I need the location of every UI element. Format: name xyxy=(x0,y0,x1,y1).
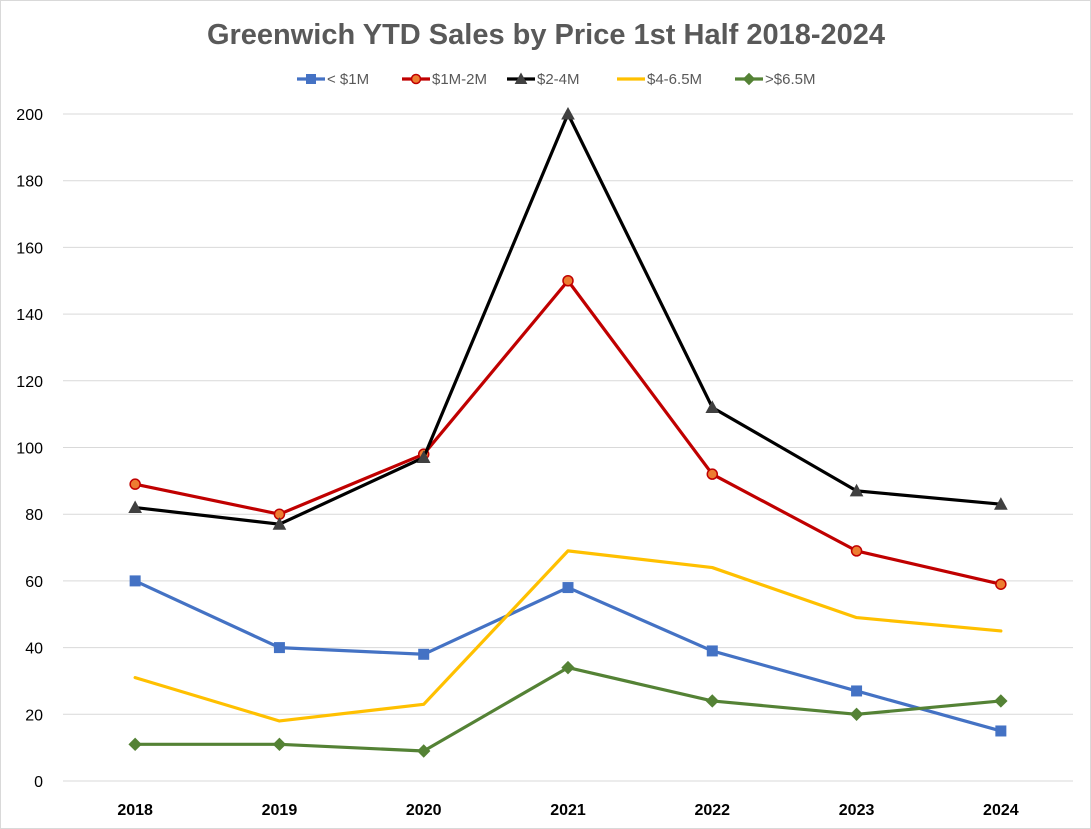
data-point-marker xyxy=(561,106,575,120)
data-point-marker xyxy=(417,744,431,758)
series-group xyxy=(128,660,1008,758)
data-point-marker xyxy=(410,73,422,85)
data-point-marker xyxy=(129,575,141,587)
x-tick-label: 2021 xyxy=(550,802,586,819)
x-tick-label: 2024 xyxy=(983,802,1019,819)
x-tick-label: 2023 xyxy=(839,802,875,819)
series-group xyxy=(128,106,1008,530)
x-tick-label: 2022 xyxy=(694,802,730,819)
data-point-marker xyxy=(994,694,1008,708)
gridlines xyxy=(63,113,1073,782)
data-point-marker xyxy=(849,483,864,497)
series-line xyxy=(133,549,1003,723)
y-tick-label: 200 xyxy=(16,107,43,124)
chart-title: Greenwich YTD Sales by Price 1st Half 20… xyxy=(207,19,885,51)
data-point-marker xyxy=(705,400,720,413)
series-line xyxy=(133,279,1003,586)
series-line xyxy=(133,579,1003,733)
data-point-marker xyxy=(273,642,285,654)
data-point-marker xyxy=(995,725,1007,737)
data-point-marker xyxy=(849,707,864,722)
data-point-marker xyxy=(994,497,1008,510)
y-tick-label: 20 xyxy=(25,707,43,724)
legend-label: < $1M xyxy=(327,71,369,88)
legend-item: >$6.5M xyxy=(735,71,815,88)
data-point-marker xyxy=(706,468,719,480)
legend: < $1M $1M-2M $2-4M $4-6.5M >$6.5M xyxy=(297,71,815,88)
y-tick-label: 100 xyxy=(16,441,43,458)
data-point-marker xyxy=(742,72,756,86)
data-point-marker xyxy=(561,660,575,675)
data-point-marker xyxy=(416,450,431,464)
y-tick-label: 160 xyxy=(16,240,43,257)
data-point-marker xyxy=(705,694,719,708)
legend-label: $2-4M xyxy=(537,71,580,88)
legend-item: < $1M xyxy=(297,71,369,88)
x-tick-label: 2018 xyxy=(117,802,153,819)
data-point-marker xyxy=(128,500,142,514)
legend-label: $4-6.5M xyxy=(647,71,702,88)
y-tick-label: 140 xyxy=(16,307,43,324)
data-point-marker xyxy=(418,648,430,660)
legend-label: $1M-2M xyxy=(432,71,487,88)
legend-item: $1M-2M xyxy=(402,71,487,88)
y-tick-label: 60 xyxy=(25,574,43,591)
data-point-marker xyxy=(272,737,287,752)
data-point-marker xyxy=(995,578,1007,590)
data-point-marker xyxy=(562,582,574,594)
series-line xyxy=(133,112,1003,526)
data-point-marker xyxy=(128,737,142,752)
data-point-marker xyxy=(851,685,863,697)
data-point-marker xyxy=(562,275,574,287)
y-tick-label: 120 xyxy=(16,374,43,391)
legend-item: $4-6.5M xyxy=(617,71,702,88)
data-point-marker xyxy=(129,478,141,490)
series-lines xyxy=(128,106,1008,758)
series-group xyxy=(129,575,1007,737)
legend-label: >$6.5M xyxy=(765,71,815,88)
data-point-marker xyxy=(850,545,863,557)
y-tick-label: 40 xyxy=(25,641,43,658)
y-tick-label: 180 xyxy=(16,174,43,191)
data-point-marker xyxy=(706,645,718,657)
y-tick-label: 80 xyxy=(25,507,43,524)
axes: 0 20 40 60 80 100 120 140 160 180 200 2018 2019 2020 2… xyxy=(16,107,1018,819)
data-point-marker xyxy=(306,74,316,84)
x-tick-label: 2019 xyxy=(262,802,298,819)
series-line xyxy=(133,666,1003,753)
data-point-marker xyxy=(514,72,528,84)
series-group xyxy=(133,549,1003,723)
legend-item: $2-4M xyxy=(507,71,580,88)
data-point-marker xyxy=(272,517,287,530)
y-tick-label: 0 xyxy=(34,774,43,791)
x-tick-label: 2020 xyxy=(406,802,442,819)
series-group xyxy=(129,275,1007,590)
